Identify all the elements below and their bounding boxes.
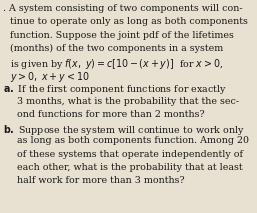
Text: ond functions for more than 2 months?: ond functions for more than 2 months? [17,110,204,119]
Text: $\mathbf{a.}$ If the first component functions for exactly: $\mathbf{a.}$ If the first component fun… [3,83,227,96]
Text: is given by $f(x,\ y) = c[10-(x+y)]$  for $x > 0$,: is given by $f(x,\ y) = c[10-(x+y)]$ for… [10,57,223,71]
Text: half work for more than 3 months?: half work for more than 3 months? [17,176,184,185]
Text: of these systems that operate independently of: of these systems that operate independen… [17,150,243,158]
Text: as long as both components function. Among 20: as long as both components function. Amo… [17,136,249,145]
Text: function. Suppose the joint pdf of the lifetimes: function. Suppose the joint pdf of the l… [10,31,234,40]
Text: each other, what is the probability that at least: each other, what is the probability that… [17,163,242,172]
Text: $y > 0,\ x + y < 10$: $y > 0,\ x + y < 10$ [10,70,90,84]
Text: tinue to operate only as long as both components: tinue to operate only as long as both co… [10,17,248,26]
Text: $\mathbf{b.}$ Suppose the system will continue to work only: $\mathbf{b.}$ Suppose the system will co… [3,123,245,137]
Text: 3 months, what is the probability that the sec-: 3 months, what is the probability that t… [17,97,239,106]
Text: (months) of the two components in a system: (months) of the two components in a syst… [10,44,224,53]
Text: . A system consisting of two components will con-: . A system consisting of two components … [3,4,243,13]
